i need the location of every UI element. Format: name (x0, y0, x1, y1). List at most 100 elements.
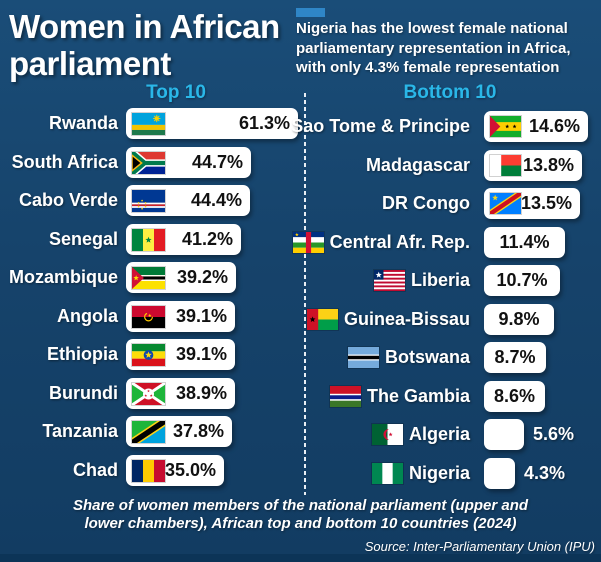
source-credit: Source: Inter-Parliamentary Union (IPU) (364, 539, 595, 554)
country-label: Guinea-Bissau (290, 304, 470, 335)
bar-cabo-verde: 44.4% (126, 185, 250, 216)
country-name: Senegal (48, 229, 118, 249)
bar-central-afr-rep-: 11.4% (484, 227, 565, 258)
country-name: Nigeria (408, 463, 470, 483)
country-label: Algeria (290, 419, 470, 450)
value-label: 10.7% (496, 270, 548, 290)
value-label: 35.0% (165, 460, 217, 480)
flag-nigeria-icon (371, 463, 403, 484)
top10-column-header: Top 10 (146, 82, 206, 103)
country-label: Ethiopia (0, 339, 118, 370)
country-label: Cabo Verde (0, 185, 118, 216)
value-label: 38.9% (175, 383, 227, 403)
title-line-1: Women in African (9, 8, 280, 45)
bar-rwanda: 61.3% (126, 108, 298, 139)
flag-liberia-icon (373, 270, 405, 291)
value-label: 39.1% (175, 306, 227, 326)
country-label: Senegal (0, 224, 118, 255)
country-name: Liberia (410, 270, 470, 290)
bar-guinea-bissau: 9.8% (484, 304, 554, 335)
value-label: 8.6% (493, 386, 536, 406)
flag-sao-tome-icon (490, 116, 521, 137)
flag-central-african-republic-icon (292, 232, 324, 253)
value-label: 44.4% (190, 190, 242, 210)
value-label: 39.1% (175, 344, 227, 364)
annotation-line: parliamentary representation in Africa, (296, 39, 571, 57)
value-label: 13.8% (522, 155, 574, 175)
bar-liberia: 10.7% (484, 265, 560, 296)
bar-algeria (484, 419, 524, 450)
bar-burundi: 38.9% (126, 378, 235, 409)
bar-the-gambia: 8.6% (484, 381, 545, 412)
bar-mozambique: 39.2% (126, 262, 236, 293)
flag-tanzania-icon (132, 420, 165, 443)
flag-ethiopia-icon (132, 343, 165, 366)
country-label: Burundi (0, 378, 118, 409)
country-label: Nigeria (290, 458, 470, 489)
flag-angola-icon (132, 305, 165, 328)
country-name: Burundi (49, 383, 118, 403)
bottom10-column-header: Bottom 10 (403, 82, 497, 103)
caption-line: lower chambers), African top and bottom … (84, 515, 517, 532)
flag-senegal-icon (132, 228, 165, 251)
country-label: Sao Tome & Principe (290, 111, 470, 142)
country-name: Rwanda (48, 113, 118, 133)
bar-sao-tome-principe: 14.6% (484, 111, 588, 142)
flag-madagascar-icon (490, 155, 521, 176)
title-line-2: parliament (9, 45, 171, 82)
country-name: Central Afr. Rep. (329, 232, 470, 252)
country-name: Botswana (384, 347, 470, 367)
value-label: 39.2% (176, 267, 228, 287)
country-label: South Africa (0, 147, 118, 178)
value-label: 41.2% (181, 229, 233, 249)
bar-dr-congo: 13.5% (484, 188, 580, 219)
value-label: 9.8% (498, 309, 540, 329)
country-name: Cabo Verde (18, 190, 118, 210)
value-label: 13.5% (521, 193, 573, 213)
annotation-line: with only 4.3% female representation (296, 59, 560, 76)
country-label: Liberia (290, 265, 470, 296)
flag-rwanda-icon (132, 112, 165, 135)
country-label: Angola (0, 301, 118, 332)
bar-botswana: 8.7% (484, 342, 546, 373)
country-label: Chad (0, 455, 118, 486)
country-label: Rwanda (0, 108, 118, 139)
value-label: 37.8% (172, 421, 224, 441)
bar-madagascar: 13.8% (484, 150, 582, 181)
bar-ethiopia: 39.1% (126, 339, 235, 370)
flag-algeria-icon (371, 424, 403, 445)
country-label: Madagascar (290, 150, 470, 181)
value-label: 11.4% (499, 232, 550, 252)
value-label: 5.6% (533, 424, 575, 444)
column-divider-dashed-line (304, 93, 306, 495)
footer-strip (0, 554, 601, 562)
annotation-line: Nigeria has the lowest female national (296, 20, 568, 37)
flag-gambia-icon (329, 386, 361, 407)
country-name: Sao Tome & Principe (291, 116, 470, 136)
country-label: The Gambia (290, 381, 470, 412)
flag-dr-congo-icon (490, 193, 521, 214)
flag-guinea-bissau-icon (306, 309, 338, 330)
country-label: Botswana (290, 342, 470, 373)
country-name: South Africa (11, 152, 118, 172)
flag-chad-icon (132, 459, 165, 482)
country-name: Chad (73, 460, 118, 480)
country-name: Mozambique (8, 267, 118, 287)
chart-caption: Share of women members of the national p… (0, 497, 601, 533)
country-name: Algeria (408, 424, 470, 444)
bar-angola: 39.1% (126, 301, 235, 332)
bar-south-africa: 44.7% (126, 147, 251, 178)
country-name: Ethiopia (47, 344, 118, 364)
country-name: Guinea-Bissau (343, 309, 470, 329)
value-label: 61.3% (238, 113, 290, 133)
caption-line: Share of women members of the national p… (72, 497, 529, 514)
annotation-accent-bar (296, 8, 325, 17)
value-label: 14.6% (528, 116, 580, 136)
annotation-text: Nigeria has the lowest female national p… (296, 19, 596, 78)
country-label: Mozambique (0, 262, 118, 293)
country-name: Tanzania (42, 421, 118, 441)
bar-chad: 35.0% (126, 455, 224, 486)
bar-nigeria (484, 458, 515, 489)
country-name: Angola (57, 306, 118, 326)
